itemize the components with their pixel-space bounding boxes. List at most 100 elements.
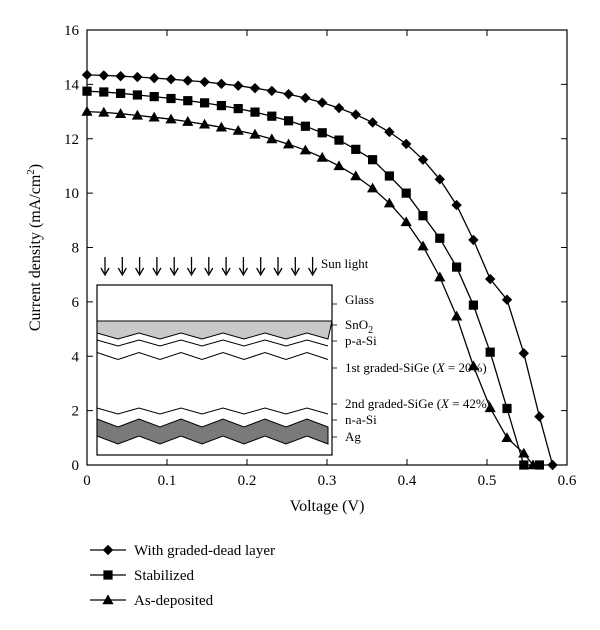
x-tick-label: 0.5 bbox=[478, 473, 497, 489]
data-point-square bbox=[166, 93, 176, 104]
data-point-triangle bbox=[527, 459, 539, 470]
data-point-triangle bbox=[383, 197, 395, 208]
plot-axes: 0 0.1 0.2 0.3 0.4 0.5 0.6 0 2 4 6 8 10 12 14 16 Voltage … bbox=[25, 23, 577, 515]
data-point-square bbox=[519, 460, 529, 470]
data-point-diamond bbox=[182, 75, 193, 86]
data-point-diamond bbox=[333, 102, 345, 114]
data-point-square bbox=[216, 100, 226, 111]
y-axis-title-close: ) bbox=[27, 164, 44, 169]
sun-light-label: Sun light bbox=[321, 256, 369, 271]
sun-light-arrowhead bbox=[238, 267, 248, 277]
layer-label-tail: = 20%) bbox=[445, 360, 487, 375]
data-point-diamond bbox=[98, 70, 109, 81]
data-point-square bbox=[284, 116, 294, 126]
layer-label-tail: = 42%) bbox=[449, 396, 491, 411]
data-point-diamond bbox=[249, 82, 261, 94]
x-tick-label: 0.1 bbox=[158, 473, 177, 489]
data-point-diamond bbox=[367, 117, 378, 128]
data-point-triangle bbox=[333, 160, 345, 171]
data-point-diamond bbox=[283, 88, 294, 100]
data-point-triangle bbox=[115, 108, 127, 118]
y-tick-label: 6 bbox=[72, 295, 80, 311]
data-point-triangle bbox=[350, 170, 362, 181]
x-tick-label: 0.4 bbox=[398, 473, 417, 489]
data-point-square bbox=[183, 96, 193, 106]
data-point-diamond bbox=[401, 138, 412, 150]
y-axis-title: Current density (mA/cm2) bbox=[25, 164, 44, 331]
data-point-triangle bbox=[249, 128, 261, 139]
data-point-triangle bbox=[165, 113, 177, 124]
legend-marker-diamond bbox=[102, 544, 114, 556]
data-point-square bbox=[468, 300, 478, 310]
graded-sige-2-boundary bbox=[96, 407, 329, 415]
data-markers-group bbox=[81, 69, 558, 471]
data-point-triangle bbox=[400, 216, 412, 227]
layer-label: p-a-Si bbox=[345, 333, 377, 348]
data-point-diamond bbox=[81, 69, 93, 81]
data-point-diamond bbox=[115, 71, 126, 82]
data-point-square bbox=[82, 86, 92, 96]
y-axis-title-main: Current density (mA/cm bbox=[27, 174, 44, 331]
y-tick-label: 12 bbox=[64, 132, 79, 148]
data-point-triangle bbox=[501, 432, 513, 443]
sun-light-arrowhead bbox=[117, 267, 127, 277]
layer-label: 2nd graded-SiGe (X = 42%) bbox=[345, 396, 491, 411]
layer-label-main: Ag bbox=[345, 429, 361, 444]
ag-layer bbox=[96, 418, 329, 445]
sun-light-arrowhead bbox=[273, 267, 283, 277]
x-tick-label: 0.6 bbox=[558, 473, 577, 489]
sun-light-arrowhead bbox=[256, 267, 266, 277]
data-point-diamond bbox=[547, 459, 558, 471]
y-tick-label: 14 bbox=[64, 77, 80, 93]
data-point-triangle bbox=[266, 133, 278, 144]
data-point-diamond bbox=[216, 78, 227, 90]
data-point-triangle bbox=[131, 109, 143, 120]
legend-label: With graded-dead layer bbox=[134, 543, 275, 559]
data-point-square bbox=[334, 135, 344, 145]
data-point-triangle bbox=[484, 402, 496, 413]
layer-label-italic: X bbox=[440, 396, 450, 411]
legend-marker-square bbox=[103, 570, 113, 580]
y-tick-label: 10 bbox=[64, 186, 79, 202]
data-point-diamond bbox=[300, 92, 311, 104]
data-point-square bbox=[485, 347, 495, 357]
data-point-square bbox=[452, 262, 462, 272]
data-point-diamond bbox=[317, 97, 328, 108]
data-point-square bbox=[267, 111, 277, 121]
data-point-square bbox=[200, 98, 210, 108]
x-tick-label: 0 bbox=[83, 473, 91, 489]
data-point-triangle bbox=[434, 271, 446, 282]
data-point-square bbox=[233, 103, 243, 114]
data-point-diamond bbox=[149, 72, 160, 84]
data-point-triangle bbox=[367, 182, 379, 193]
data-point-triangle bbox=[98, 106, 110, 117]
legend-marker-triangle bbox=[102, 594, 114, 605]
chart-legend: With graded-dead layer Stabilized As-depos… bbox=[90, 543, 275, 609]
data-point-diamond bbox=[266, 85, 277, 97]
data-point-diamond bbox=[199, 76, 210, 88]
sun-light-arrowhead bbox=[308, 267, 318, 277]
layer-label-main: 1st graded-SiGe ( bbox=[345, 360, 437, 375]
data-point-square bbox=[132, 90, 142, 100]
data-point-square bbox=[149, 92, 159, 102]
data-point-triangle bbox=[199, 118, 211, 129]
y-axis-title-sup: 2 bbox=[25, 169, 37, 175]
data-point-triangle bbox=[467, 360, 479, 371]
sun-light-arrowhead bbox=[186, 267, 197, 277]
layer-label-main: SnO bbox=[345, 317, 368, 332]
data-point-triangle bbox=[81, 105, 93, 116]
data-point-diamond bbox=[518, 348, 529, 359]
layer-label: n-a-Si bbox=[345, 412, 377, 427]
legend-label: Stabilized bbox=[134, 568, 194, 584]
data-point-diamond bbox=[132, 71, 143, 83]
layer-label-main: p-a-Si bbox=[345, 333, 377, 348]
layer-label-sub: 2 bbox=[368, 325, 373, 336]
data-point-diamond bbox=[350, 109, 361, 120]
graded-sige-1-boundary bbox=[96, 351, 329, 361]
data-point-diamond bbox=[417, 154, 429, 165]
layer-label: SnO2 bbox=[345, 317, 373, 336]
y-tick-label: 4 bbox=[72, 349, 80, 365]
data-point-diamond bbox=[451, 199, 462, 211]
layer-label-main: 2nd graded-SiGe ( bbox=[345, 396, 441, 411]
sun-light-arrowhead bbox=[135, 267, 145, 277]
